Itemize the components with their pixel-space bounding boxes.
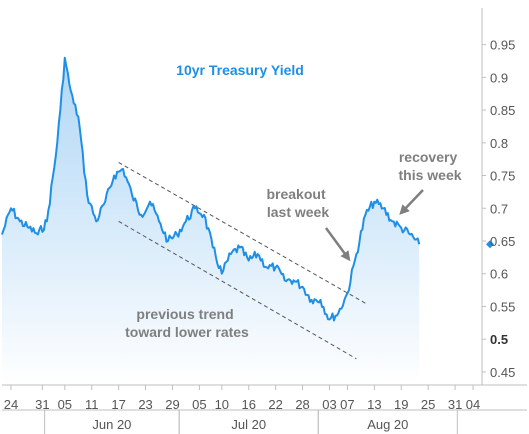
y-tick-label: 0.9 bbox=[490, 70, 508, 85]
text-layer: 10yr Treasury Yield breakout last week r… bbox=[125, 62, 462, 340]
x-tick-label: 19 bbox=[394, 397, 408, 412]
x-tick-label: 25 bbox=[421, 397, 435, 412]
x-tick-label: 17 bbox=[111, 397, 125, 412]
y-tick-label: 0.7 bbox=[490, 201, 508, 216]
x-tick-label: 07 bbox=[340, 397, 354, 412]
x-tick-label: 13 bbox=[367, 397, 381, 412]
annotation-recovery: recovery this week bbox=[398, 149, 461, 183]
y-tick-label: 0.65 bbox=[490, 234, 515, 249]
trend-layer bbox=[118, 162, 366, 360]
x-tick-label: 05 bbox=[192, 397, 206, 412]
x-tick-label: 10 bbox=[215, 397, 229, 412]
y-tick-label: 0.55 bbox=[490, 299, 515, 314]
line-layer bbox=[1, 56, 494, 322]
annotation-previous-line1: previous trend bbox=[136, 306, 233, 322]
month-label: Aug 20 bbox=[367, 417, 408, 432]
month-label: Jun 20 bbox=[92, 417, 131, 432]
annotation-previous-trend: previous trend toward lower rates bbox=[125, 306, 249, 340]
annotation-breakout: breakout last week bbox=[266, 186, 329, 220]
y-tick-label: 0.85 bbox=[490, 103, 515, 118]
y-tick-label: 0.95 bbox=[490, 38, 515, 53]
x-tick-label: 11 bbox=[85, 397, 99, 412]
y-tick-label: 0.5 bbox=[490, 332, 508, 347]
y-tick-label: 0.75 bbox=[490, 169, 515, 184]
month-label: Jul 20 bbox=[231, 417, 266, 432]
x-tick-label: 03 bbox=[322, 397, 336, 412]
x-tick-label: 28 bbox=[295, 397, 309, 412]
arrow-breakout bbox=[324, 227, 351, 262]
y-tick-label: 0.6 bbox=[490, 267, 508, 282]
annotation-previous-line2: toward lower rates bbox=[125, 324, 249, 340]
annotation-breakout-line2: last week bbox=[267, 204, 329, 220]
trend-line-upper bbox=[118, 162, 366, 304]
x-tick-label: 23 bbox=[138, 397, 152, 412]
last-value-marker bbox=[486, 240, 494, 249]
annotation-recovery-line1: recovery bbox=[399, 149, 458, 165]
x-tick-label: 22 bbox=[268, 397, 282, 412]
x-tick-label: 31 bbox=[448, 397, 462, 412]
x-tick-label: 05 bbox=[58, 397, 72, 412]
y-tick-label: 0.45 bbox=[490, 365, 515, 380]
axes-layer: 0.45 0.5 0.55 0.6 0.65 0.7 0.75 0.8 0.85 0.9 0.95 2… bbox=[2, 8, 527, 434]
annotation-breakout-line1: breakout bbox=[266, 186, 325, 202]
chart-title: 10yr Treasury Yield bbox=[176, 62, 304, 78]
series-line bbox=[1, 56, 421, 322]
x-tick-label: 16 bbox=[241, 397, 255, 412]
arrow-recovery bbox=[399, 189, 424, 215]
annotation-recovery-line2: this week bbox=[398, 167, 461, 183]
y-tick-label: 0.8 bbox=[490, 136, 508, 151]
series-area bbox=[2, 57, 420, 385]
x-tick-label: 31 bbox=[35, 397, 49, 412]
x-tick-label: 04 bbox=[466, 397, 480, 412]
area-layer bbox=[2, 57, 420, 385]
x-tick-label: 24 bbox=[4, 397, 18, 412]
x-tick-label: 29 bbox=[165, 397, 179, 412]
trend-line-lower bbox=[118, 220, 357, 360]
